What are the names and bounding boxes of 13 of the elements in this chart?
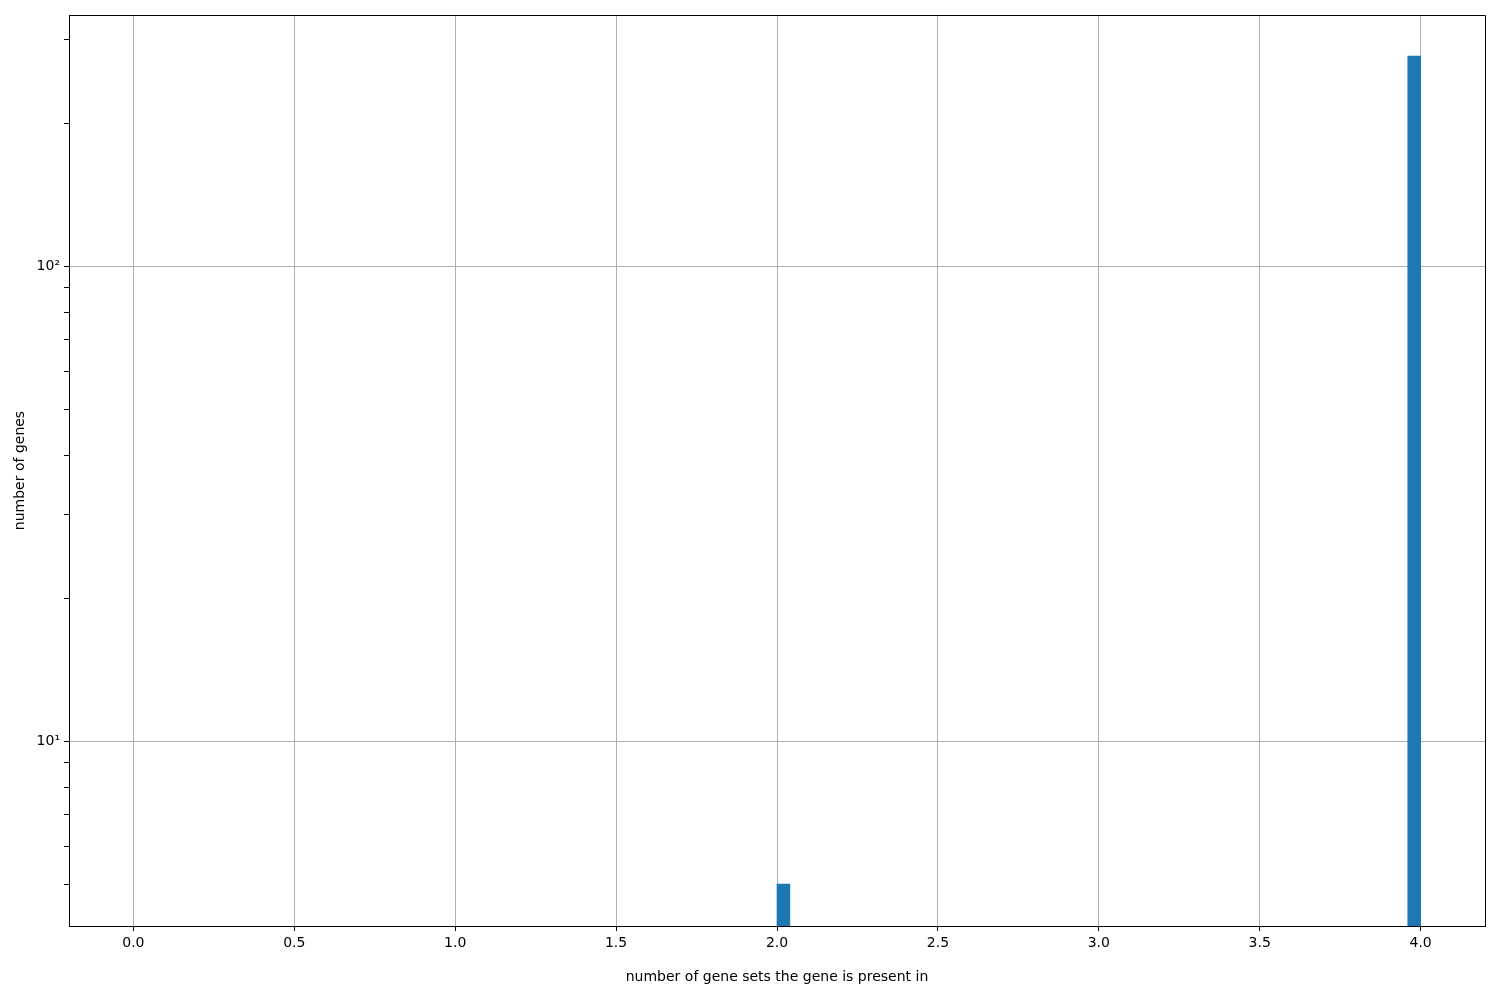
y-tick-label: 10¹: [36, 731, 60, 748]
x-tick-label: 4.0: [1409, 934, 1432, 951]
x-tick-label: 2.5: [926, 934, 950, 951]
x-tick-label: 1.5: [604, 934, 628, 951]
x-tick-label: 3.5: [1248, 934, 1271, 951]
y-tick-label: 10²: [36, 256, 60, 273]
x-axis-title: number of gene sets the gene is present in: [625, 968, 929, 985]
y-axis-title: number of genes: [11, 410, 28, 531]
x-tick-label: 0.5: [283, 934, 306, 951]
x-tick-label: 3.0: [1087, 934, 1110, 951]
x-tick-label: 1.0: [444, 934, 467, 951]
x-tick-label: 0.0: [122, 934, 145, 951]
x-tick-label: 2.0: [765, 934, 789, 951]
